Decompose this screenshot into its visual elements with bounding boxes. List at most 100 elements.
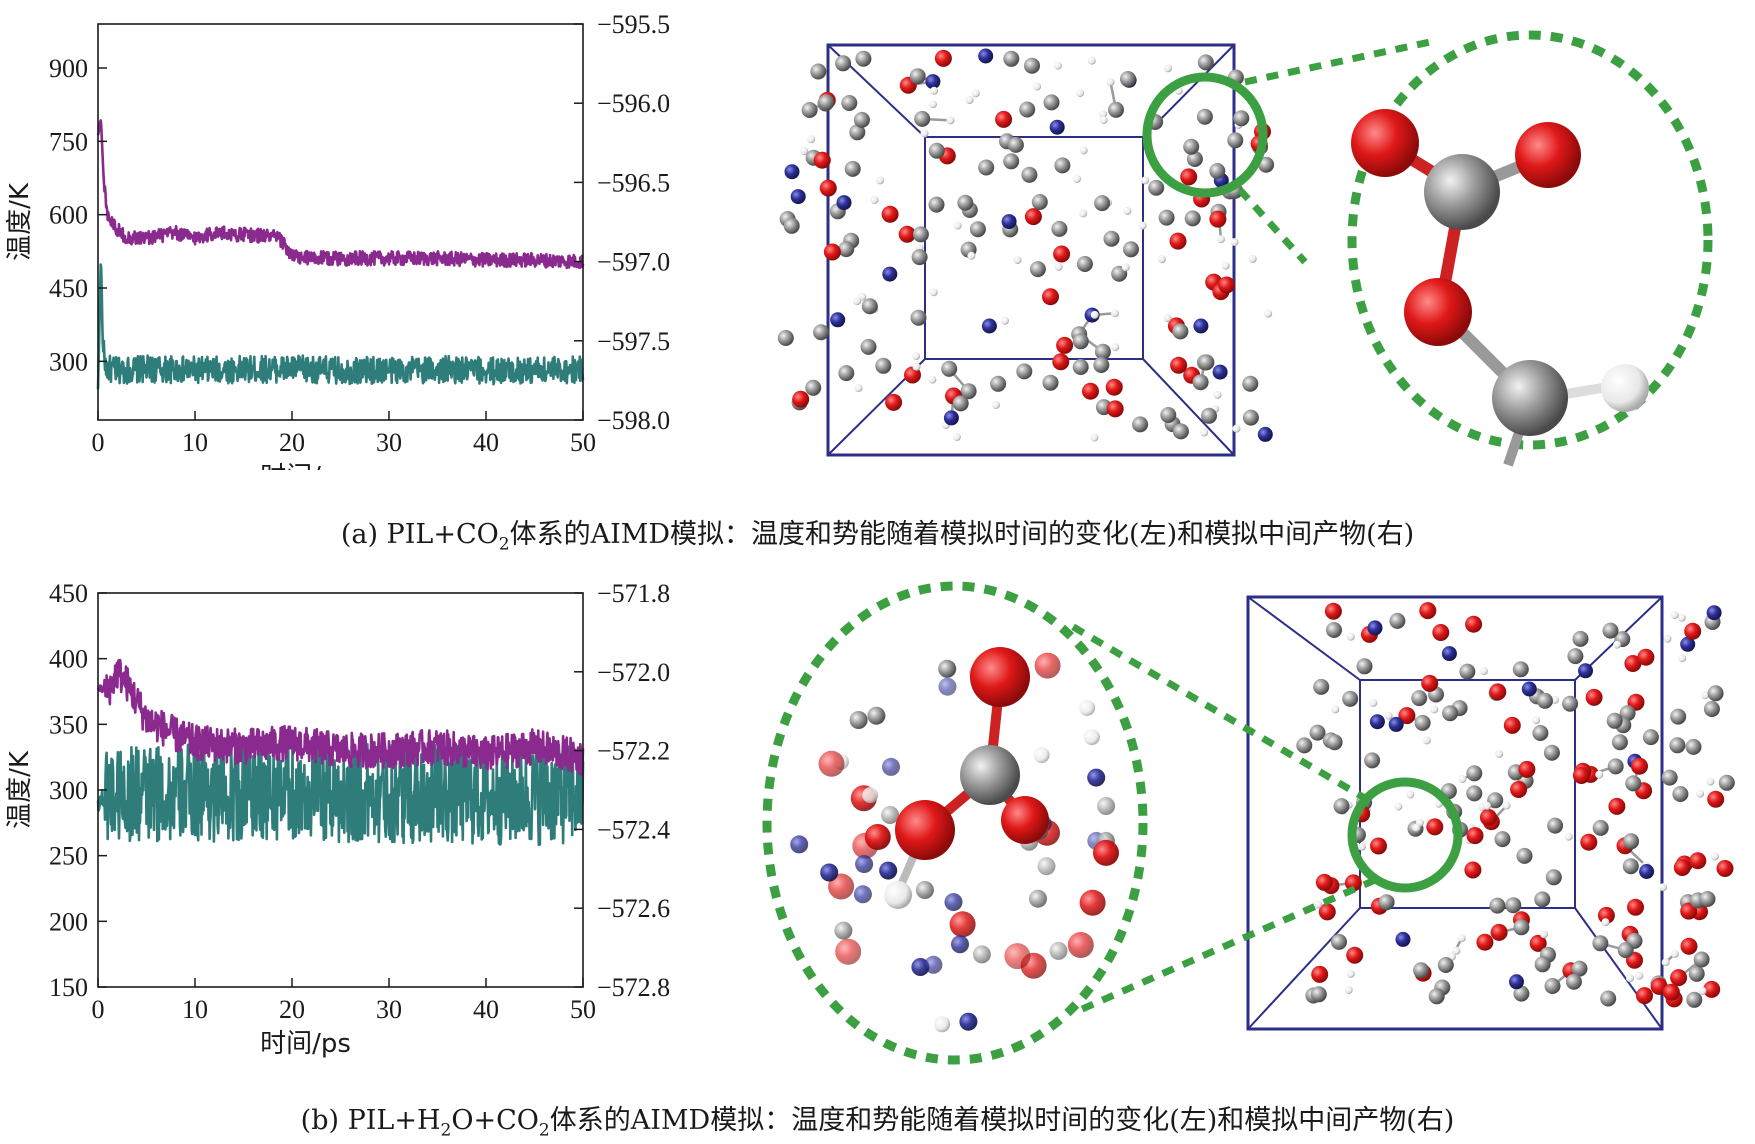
x-tick-label: 50: [570, 995, 596, 1024]
atom: [1398, 707, 1416, 725]
atom: [1370, 837, 1387, 855]
atom: [1079, 209, 1088, 218]
y-right-tick-label: −597.5: [597, 327, 670, 356]
atom: [1105, 378, 1123, 396]
atom: [934, 1016, 951, 1033]
atom: [1099, 116, 1108, 125]
atom: [1464, 861, 1482, 879]
atom: [1108, 101, 1124, 118]
x-tick-label: 10: [182, 428, 208, 457]
atom: [1083, 729, 1100, 746]
atom: [1004, 943, 1031, 970]
atom: [1567, 648, 1584, 665]
atom: [1313, 678, 1330, 695]
atom: [1437, 957, 1454, 973]
atom: [1711, 852, 1719, 861]
atom: [875, 357, 892, 374]
x-tick-label: 20: [279, 428, 305, 457]
atom: [1384, 711, 1393, 720]
atom: [1232, 424, 1241, 433]
atom: [1601, 918, 1610, 927]
chart-b-panel: 0 10 20 30 40 50 450 400 350 300 250 200 150 −571.8 −5…: [0, 570, 680, 1070]
atom: [1364, 752, 1381, 769]
atom: [1076, 256, 1093, 272]
atom: [853, 885, 872, 904]
atom: [928, 196, 945, 213]
x-tick-label: 50: [570, 428, 596, 457]
atom: [1635, 971, 1644, 980]
y-left-axis-title: 温度/K: [5, 182, 35, 261]
atom: [1369, 698, 1378, 707]
atom: [838, 365, 855, 382]
atom: [1428, 988, 1445, 1005]
molecule-a-panel: [680, 0, 1755, 470]
y-right-tick-label: −595.5: [597, 10, 670, 39]
atom: [1513, 919, 1530, 936]
atom: [1054, 157, 1071, 174]
atom: [1344, 874, 1362, 892]
x-tick-label: 0: [92, 428, 105, 457]
atom: [1465, 615, 1483, 633]
atom: [1686, 991, 1703, 1008]
atom: [1543, 744, 1560, 761]
atom: [1619, 705, 1636, 722]
atom: [834, 921, 853, 940]
atom: [1186, 151, 1203, 167]
atom: [1227, 132, 1244, 149]
atom: [783, 217, 800, 234]
atom: [1597, 906, 1615, 924]
atom: [949, 911, 976, 938]
y-left-tick-label: 150: [49, 973, 88, 1002]
atom: [1264, 309, 1273, 318]
atom: [1673, 859, 1691, 876]
atom: [849, 711, 868, 729]
atom: [1693, 951, 1710, 968]
atom: [879, 861, 898, 880]
y-right-tick-label: −598.0: [597, 406, 670, 435]
atom: [820, 863, 839, 882]
y-left-tick-label: 450: [49, 579, 88, 608]
atom: [1212, 364, 1228, 380]
atom: [1197, 54, 1214, 71]
atom: [1358, 842, 1366, 851]
atom: [1607, 758, 1624, 775]
atom: [818, 750, 845, 777]
zoom-connector-b-bottom: [1078, 876, 1377, 1014]
atom: [1369, 714, 1385, 730]
atom: [1024, 208, 1042, 226]
atom: [1631, 757, 1648, 775]
atom: [1672, 786, 1689, 802]
zoomed-intermediate-b: [884, 647, 1049, 909]
atom: [1257, 426, 1273, 442]
atom: [864, 824, 891, 850]
atom: [1426, 818, 1444, 836]
atom: [1718, 774, 1735, 791]
atom: [1007, 136, 1024, 153]
atom: [1034, 652, 1061, 679]
atom: [1564, 832, 1573, 841]
atom: [1661, 958, 1670, 967]
y-right-tick-label: −572.2: [597, 737, 670, 766]
atom: [1217, 235, 1225, 244]
atom: [1483, 801, 1492, 810]
zoom-connector-a-bottom: [1237, 187, 1308, 265]
zoom-connector-b-top: [1068, 621, 1370, 804]
atom: [1544, 978, 1561, 994]
x-axis-title: 时间/ps: [260, 462, 351, 470]
atom: [1592, 935, 1609, 952]
atom: [1344, 986, 1353, 995]
atom: [1099, 110, 1107, 119]
atom: [912, 362, 921, 371]
atom: [1595, 770, 1604, 779]
atom: [1459, 663, 1476, 680]
atom: [1580, 833, 1598, 851]
atom: [1626, 974, 1634, 983]
atom: [813, 324, 830, 341]
atom: [1623, 833, 1640, 850]
caption-a-subscript: 2: [498, 534, 510, 555]
atom: [1489, 683, 1507, 701]
atom: [1516, 847, 1533, 864]
atom: [910, 309, 927, 326]
atom: [1326, 734, 1343, 751]
atom: [1209, 163, 1226, 179]
